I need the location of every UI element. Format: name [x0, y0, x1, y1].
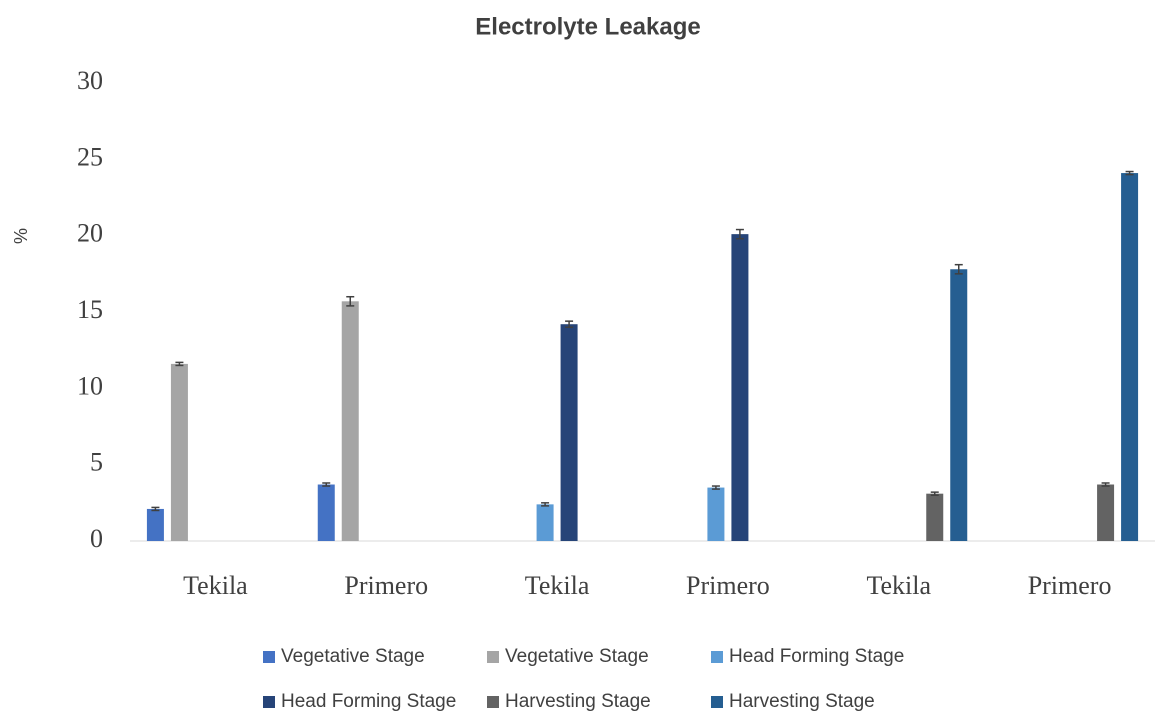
error-bar	[322, 482, 331, 487]
y-axis-label: %	[11, 228, 31, 244]
bar	[146, 508, 164, 541]
y-tick-label: 15	[77, 295, 103, 324]
legend-swatch	[263, 651, 275, 663]
error-bar	[954, 263, 963, 275]
bar	[950, 269, 968, 541]
y-tick-label: 20	[77, 219, 103, 248]
error-bar	[151, 506, 160, 512]
legend-swatch	[711, 651, 723, 663]
y-tick-label: 0	[90, 524, 103, 553]
legend-label: Harvesting Stage	[729, 691, 875, 712]
error-bar	[541, 502, 550, 507]
chart-title: Electrolyte Leakage	[475, 13, 700, 40]
bar	[707, 487, 725, 541]
legend-swatch	[487, 696, 499, 708]
legend-swatch	[263, 696, 275, 708]
bar	[341, 301, 359, 541]
x-tick-label: Primero	[686, 571, 770, 600]
bar	[560, 324, 578, 541]
error-bar	[346, 295, 355, 307]
legend-label: Harvesting Stage	[505, 691, 651, 712]
x-tick-label: Tekila	[525, 571, 590, 600]
x-tick-label: Primero	[344, 571, 428, 600]
error-bar	[175, 361, 184, 367]
y-tick-label: 30	[77, 66, 103, 95]
error-bar	[1125, 170, 1134, 176]
error-bar	[735, 228, 744, 240]
x-tick-label: Tekila	[183, 571, 248, 600]
bar	[731, 234, 749, 541]
bar	[536, 504, 554, 541]
legend-swatch	[711, 696, 723, 708]
legend-label: Head Forming Stage	[729, 646, 904, 667]
error-bar	[565, 320, 574, 329]
bar	[317, 484, 335, 541]
error-bar	[711, 485, 720, 490]
bar	[926, 493, 944, 541]
legend-swatch	[487, 651, 499, 663]
legend-label: Vegetative Stage	[281, 646, 425, 667]
y-tick-label: 5	[90, 448, 103, 477]
bar	[1097, 484, 1115, 541]
bar	[1121, 173, 1139, 541]
x-tick-label: Primero	[1028, 571, 1112, 600]
error-bar	[1101, 482, 1110, 487]
error-bar	[930, 491, 939, 496]
x-tick-label: Tekila	[866, 571, 931, 600]
bar	[170, 363, 188, 541]
y-tick-label: 25	[77, 142, 103, 171]
y-tick-label: 10	[77, 371, 103, 400]
legend-label: Vegetative Stage	[505, 646, 649, 667]
legend-label: Head Forming Stage	[281, 691, 456, 712]
